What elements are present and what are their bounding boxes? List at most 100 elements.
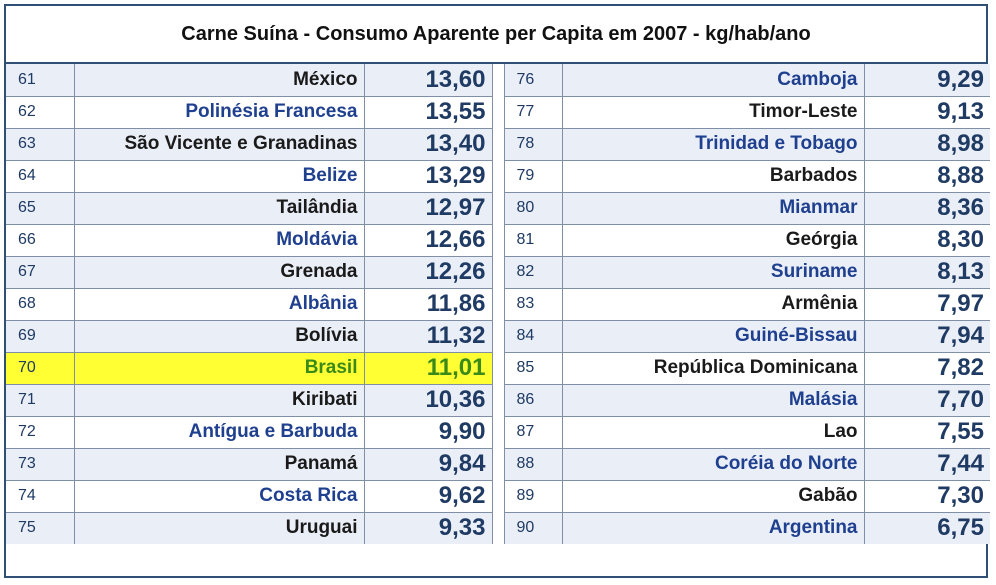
left-country: Antígua e Barbuda <box>73 415 365 449</box>
left-country: Moldávia <box>73 223 365 257</box>
right-value: 6,75 <box>863 511 990 544</box>
right-country: Geórgia <box>561 223 865 257</box>
table-row: 62 Polinésia Francesa 13,55 77 Timor-Leste 9,… <box>6 95 990 129</box>
column-gap <box>491 160 505 192</box>
right-rank: 86 <box>503 383 563 417</box>
left-country: Bolívia <box>73 319 365 353</box>
left-rank: 72 <box>6 415 75 449</box>
left-rank: 75 <box>6 511 75 544</box>
left-rank: 67 <box>6 255 75 289</box>
left-rank: 63 <box>6 127 75 161</box>
right-country: Lao <box>561 415 865 449</box>
right-rank: 89 <box>503 479 563 513</box>
left-value: 13,60 <box>363 64 493 97</box>
left-value: 11,32 <box>363 319 493 353</box>
table-row: 61 México 13,60 76 Camboja 9,29 <box>6 64 990 97</box>
left-rank: 70 <box>6 351 75 385</box>
right-value: 7,70 <box>863 383 990 417</box>
column-gap <box>491 384 505 416</box>
right-value: 7,97 <box>863 287 990 321</box>
ranking-table-frame: Carne Suína - Consumo Aparente per Capit… <box>4 4 990 578</box>
left-value: 13,40 <box>363 127 493 161</box>
right-value: 8,36 <box>863 191 990 225</box>
right-value: 8,30 <box>863 223 990 257</box>
right-country: Camboja <box>561 64 865 97</box>
column-gap <box>491 288 505 320</box>
left-value: 11,86 <box>363 287 493 321</box>
left-rank: 73 <box>6 447 75 481</box>
left-value: 13,29 <box>363 159 493 193</box>
right-country: Mianmar <box>561 191 865 225</box>
right-rank: 77 <box>503 95 563 129</box>
column-gap <box>491 320 505 352</box>
column-gap <box>491 96 505 128</box>
right-value: 8,13 <box>863 255 990 289</box>
left-country: Belize <box>73 159 365 193</box>
table-row: 75 Uruguai 9,33 90 Argentina 6,75 <box>6 511 990 544</box>
column-gap <box>491 128 505 160</box>
right-rank: 82 <box>503 255 563 289</box>
left-country: México <box>73 64 365 97</box>
left-country: Polinésia Francesa <box>73 95 365 129</box>
right-rank: 85 <box>503 351 563 385</box>
table-row: 65 Tailândia 12,97 80 Mianmar 8,36 <box>6 191 990 225</box>
column-gap <box>491 448 505 480</box>
left-rank: 65 <box>6 191 75 225</box>
right-country: Timor-Leste <box>561 95 865 129</box>
table-row: 73 Panamá 9,84 88 Coréia do Norte 7,44 <box>6 447 990 481</box>
left-value: 11,01 <box>363 351 493 385</box>
left-country: Uruguai <box>73 511 365 544</box>
right-country: Barbados <box>561 159 865 193</box>
table-row: 68 Albânia 11,86 83 Armênia 7,97 <box>6 287 990 321</box>
left-rank: 64 <box>6 159 75 193</box>
right-country: Trinidad e Tobago <box>561 127 865 161</box>
table-row: 69 Bolívia 11,32 84 Guiné-Bissau 7,94 <box>6 319 990 353</box>
left-value: 12,26 <box>363 255 493 289</box>
right-value: 7,44 <box>863 447 990 481</box>
left-value: 12,66 <box>363 223 493 257</box>
left-rank: 61 <box>6 64 75 97</box>
table-title: Carne Suína - Consumo Aparente per Capit… <box>6 6 986 64</box>
left-value: 12,97 <box>363 191 493 225</box>
table-row: 71 Kiribati 10,36 86 Malásia 7,70 <box>6 383 990 417</box>
left-rank: 74 <box>6 479 75 513</box>
right-value: 7,30 <box>863 479 990 513</box>
column-gap <box>491 64 505 96</box>
left-value: 10,36 <box>363 383 493 417</box>
right-country: Malásia <box>561 383 865 417</box>
table-row: 67 Grenada 12,26 82 Suriname 8,13 <box>6 255 990 289</box>
right-value: 7,82 <box>863 351 990 385</box>
left-rank: 62 <box>6 95 75 129</box>
left-value: 13,55 <box>363 95 493 129</box>
table-row: 66 Moldávia 12,66 81 Geórgia 8,30 <box>6 223 990 257</box>
column-gap <box>491 256 505 288</box>
right-rank: 87 <box>503 415 563 449</box>
column-gap <box>491 352 505 384</box>
table-row: 64 Belize 13,29 79 Barbados 8,88 <box>6 159 990 193</box>
right-country: Coréia do Norte <box>561 447 865 481</box>
right-country: Guiné-Bissau <box>561 319 865 353</box>
left-country: Kiribati <box>73 383 365 417</box>
left-country: Albânia <box>73 287 365 321</box>
left-rank: 69 <box>6 319 75 353</box>
right-country: Armênia <box>561 287 865 321</box>
left-country: Costa Rica <box>73 479 365 513</box>
right-rank: 83 <box>503 287 563 321</box>
right-country: Suriname <box>561 255 865 289</box>
column-gap <box>491 480 505 512</box>
right-value: 8,88 <box>863 159 990 193</box>
column-gap <box>491 224 505 256</box>
left-country: Tailândia <box>73 191 365 225</box>
right-value: 8,98 <box>863 127 990 161</box>
right-country: Gabão <box>561 479 865 513</box>
right-value: 7,55 <box>863 415 990 449</box>
table-row: 72 Antígua e Barbuda 9,90 87 Lao 7,55 <box>6 415 990 449</box>
table-row: 74 Costa Rica 9,62 89 Gabão 7,30 <box>6 479 990 513</box>
left-country: Brasil <box>73 351 365 385</box>
left-value: 9,33 <box>363 511 493 544</box>
left-rank: 68 <box>6 287 75 321</box>
table-row: 70 Brasil 11,01 85 República Dominicana 7,82 <box>6 351 990 385</box>
column-gap <box>491 512 505 544</box>
ranking-table: 61 México 13,60 76 Camboja 9,29 62 Polinésia Fr… <box>6 64 990 544</box>
right-value: 9,13 <box>863 95 990 129</box>
